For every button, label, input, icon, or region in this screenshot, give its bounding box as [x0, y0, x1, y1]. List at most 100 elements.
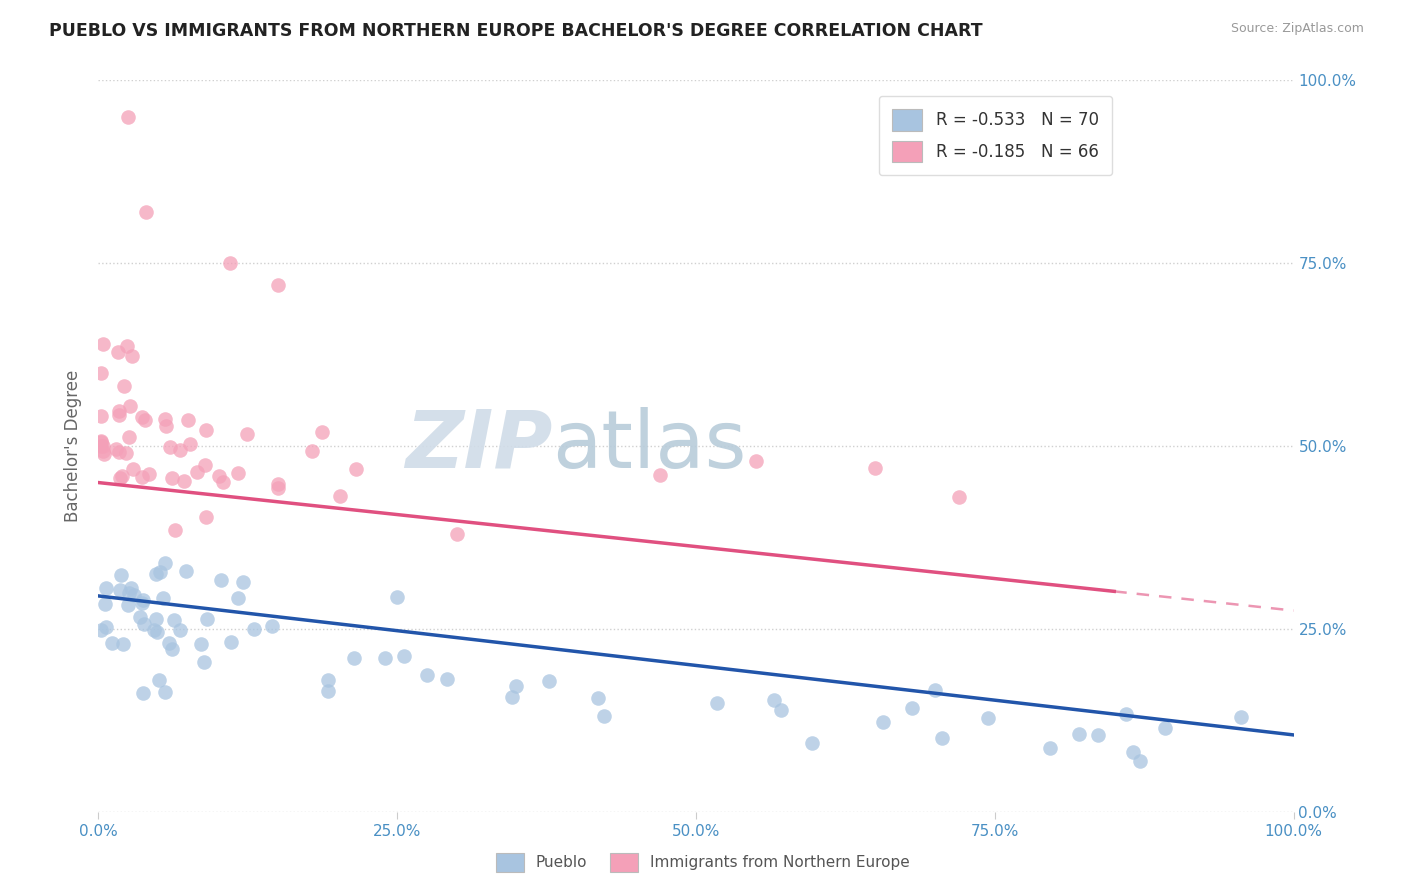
Point — [901, 701, 924, 715]
Point — [948, 490, 970, 504]
Point — [107, 444, 129, 458]
Legend: R = -0.533   N = 70, R = -0.185   N = 66: R = -0.533 N = 70, R = -0.185 N = 66 — [879, 96, 1112, 176]
Point — [145, 566, 167, 581]
Point — [112, 637, 135, 651]
Point — [1067, 727, 1090, 741]
Point — [131, 470, 153, 484]
Text: Source: ZipAtlas.com: Source: ZipAtlas.com — [1230, 22, 1364, 36]
Point — [132, 685, 155, 699]
Point — [392, 648, 415, 663]
Point — [107, 404, 129, 418]
Point — [745, 453, 768, 467]
Point — [266, 481, 288, 495]
Point — [121, 349, 143, 363]
Point — [90, 623, 112, 637]
Point — [160, 471, 183, 485]
Point — [385, 590, 409, 604]
Point — [110, 567, 132, 582]
Point — [931, 731, 953, 745]
Point — [416, 667, 439, 681]
Point — [159, 440, 181, 454]
Point — [129, 609, 152, 624]
Point — [108, 471, 131, 485]
Point — [179, 437, 201, 451]
Text: ZIP: ZIP — [405, 407, 553, 485]
Point — [115, 339, 138, 353]
Point — [865, 461, 887, 475]
Point — [120, 582, 142, 596]
Point — [343, 650, 366, 665]
Point — [446, 526, 468, 541]
Point — [118, 586, 141, 600]
Point — [157, 636, 180, 650]
Point — [169, 442, 191, 457]
Point — [209, 573, 232, 587]
Point — [924, 682, 946, 697]
Point — [162, 641, 184, 656]
Point — [94, 597, 117, 611]
Point — [145, 612, 167, 626]
Point — [267, 278, 290, 293]
Point — [801, 736, 824, 750]
Point — [193, 458, 215, 472]
Point — [111, 469, 134, 483]
Point — [329, 489, 352, 503]
Point — [112, 379, 135, 393]
Point — [174, 565, 197, 579]
Point — [149, 565, 172, 579]
Point — [301, 443, 323, 458]
Point — [105, 442, 128, 457]
Point — [169, 624, 191, 638]
Point — [120, 399, 142, 413]
Point — [134, 617, 156, 632]
Point — [177, 413, 200, 427]
Point — [94, 620, 117, 634]
Y-axis label: Bachelor's Degree: Bachelor's Degree — [63, 370, 82, 522]
Point — [91, 336, 114, 351]
Legend: Pueblo, Immigrants from Northern Europe: Pueblo, Immigrants from Northern Europe — [488, 845, 918, 880]
Point — [163, 613, 186, 627]
Point — [538, 674, 561, 689]
Point — [134, 413, 156, 427]
Point — [91, 439, 114, 453]
Point — [262, 619, 284, 633]
Point — [148, 673, 170, 687]
Point — [90, 439, 112, 453]
Text: atlas: atlas — [553, 407, 747, 485]
Point — [115, 446, 138, 460]
Point — [316, 683, 339, 698]
Text: PUEBLO VS IMMIGRANTS FROM NORTHERN EUROPE BACHELOR'S DEGREE CORRELATION CHART: PUEBLO VS IMMIGRANTS FROM NORTHERN EUROP… — [49, 22, 983, 40]
Point — [121, 462, 143, 476]
Point — [226, 467, 249, 481]
Point — [153, 412, 176, 426]
Point — [1087, 728, 1109, 742]
Point — [107, 344, 129, 359]
Point — [195, 423, 218, 437]
Point — [94, 581, 117, 595]
Point — [311, 425, 333, 439]
Point — [769, 703, 792, 717]
Point — [163, 523, 186, 537]
Point — [436, 672, 458, 686]
Point — [586, 691, 609, 706]
Point — [228, 591, 250, 605]
Point — [186, 465, 208, 479]
Point — [146, 624, 169, 639]
Point — [131, 593, 153, 607]
Point — [101, 636, 124, 650]
Point — [1154, 721, 1177, 735]
Point — [173, 474, 195, 488]
Point — [374, 651, 396, 665]
Point — [153, 684, 176, 698]
Point — [118, 430, 141, 444]
Point — [90, 409, 112, 423]
Point — [592, 708, 614, 723]
Point — [190, 637, 212, 651]
Point — [267, 476, 290, 491]
Point — [195, 612, 218, 626]
Point — [142, 623, 165, 637]
Point — [124, 588, 146, 602]
Point — [232, 574, 254, 589]
Point — [1122, 745, 1144, 759]
Point — [762, 693, 785, 707]
